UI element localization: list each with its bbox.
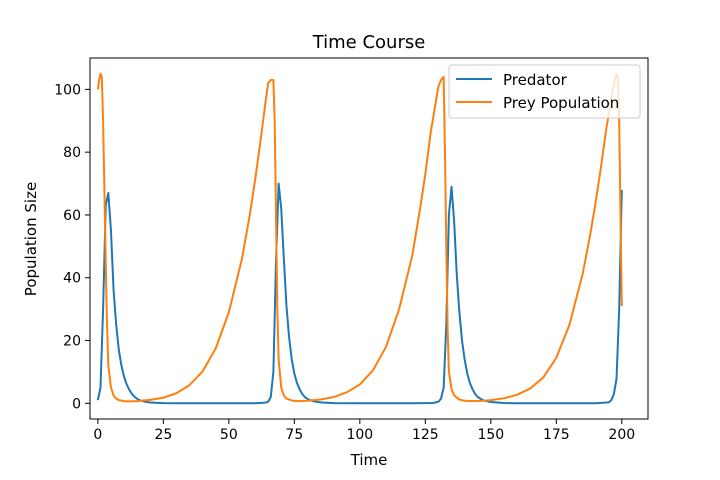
legend-label-prey-population: Prey Population [503, 94, 619, 112]
plot-frame [89, 57, 649, 420]
y-tick-label: 80 [63, 145, 81, 161]
x-tick-label: 25 [154, 427, 172, 443]
x-axis-label: Time [350, 451, 388, 469]
y-tick-label: 40 [63, 271, 81, 287]
chart-title: Time Course [312, 32, 426, 53]
series-line-predator [96, 182, 623, 405]
y-tick-label: 100 [54, 82, 81, 98]
x-tick-label: 125 [412, 427, 439, 443]
x-tick-label: 150 [477, 427, 504, 443]
series-line-prey-population [96, 72, 623, 403]
y-axis: 0 20 40 60 80 100 [54, 82, 90, 412]
x-axis: 0 25 50 75 100 125 150 175 200 [93, 419, 635, 443]
y-tick-label: 20 [63, 334, 81, 350]
y-tick-label: 0 [72, 396, 81, 412]
y-tick-label: 60 [63, 208, 81, 224]
x-tick-label: 50 [220, 427, 238, 443]
legend-label-predator: Predator [503, 71, 568, 89]
x-tick-label: 200 [608, 427, 635, 443]
x-tick-label: 0 [93, 427, 102, 443]
plot-area [89, 57, 649, 420]
x-tick-label: 175 [543, 427, 570, 443]
x-tick-label: 100 [346, 427, 373, 443]
y-axis-label: Population Size [22, 182, 40, 296]
x-tick-label: 75 [285, 427, 303, 443]
legend: Predator Prey Population [448, 64, 641, 119]
legend-box [448, 64, 641, 119]
